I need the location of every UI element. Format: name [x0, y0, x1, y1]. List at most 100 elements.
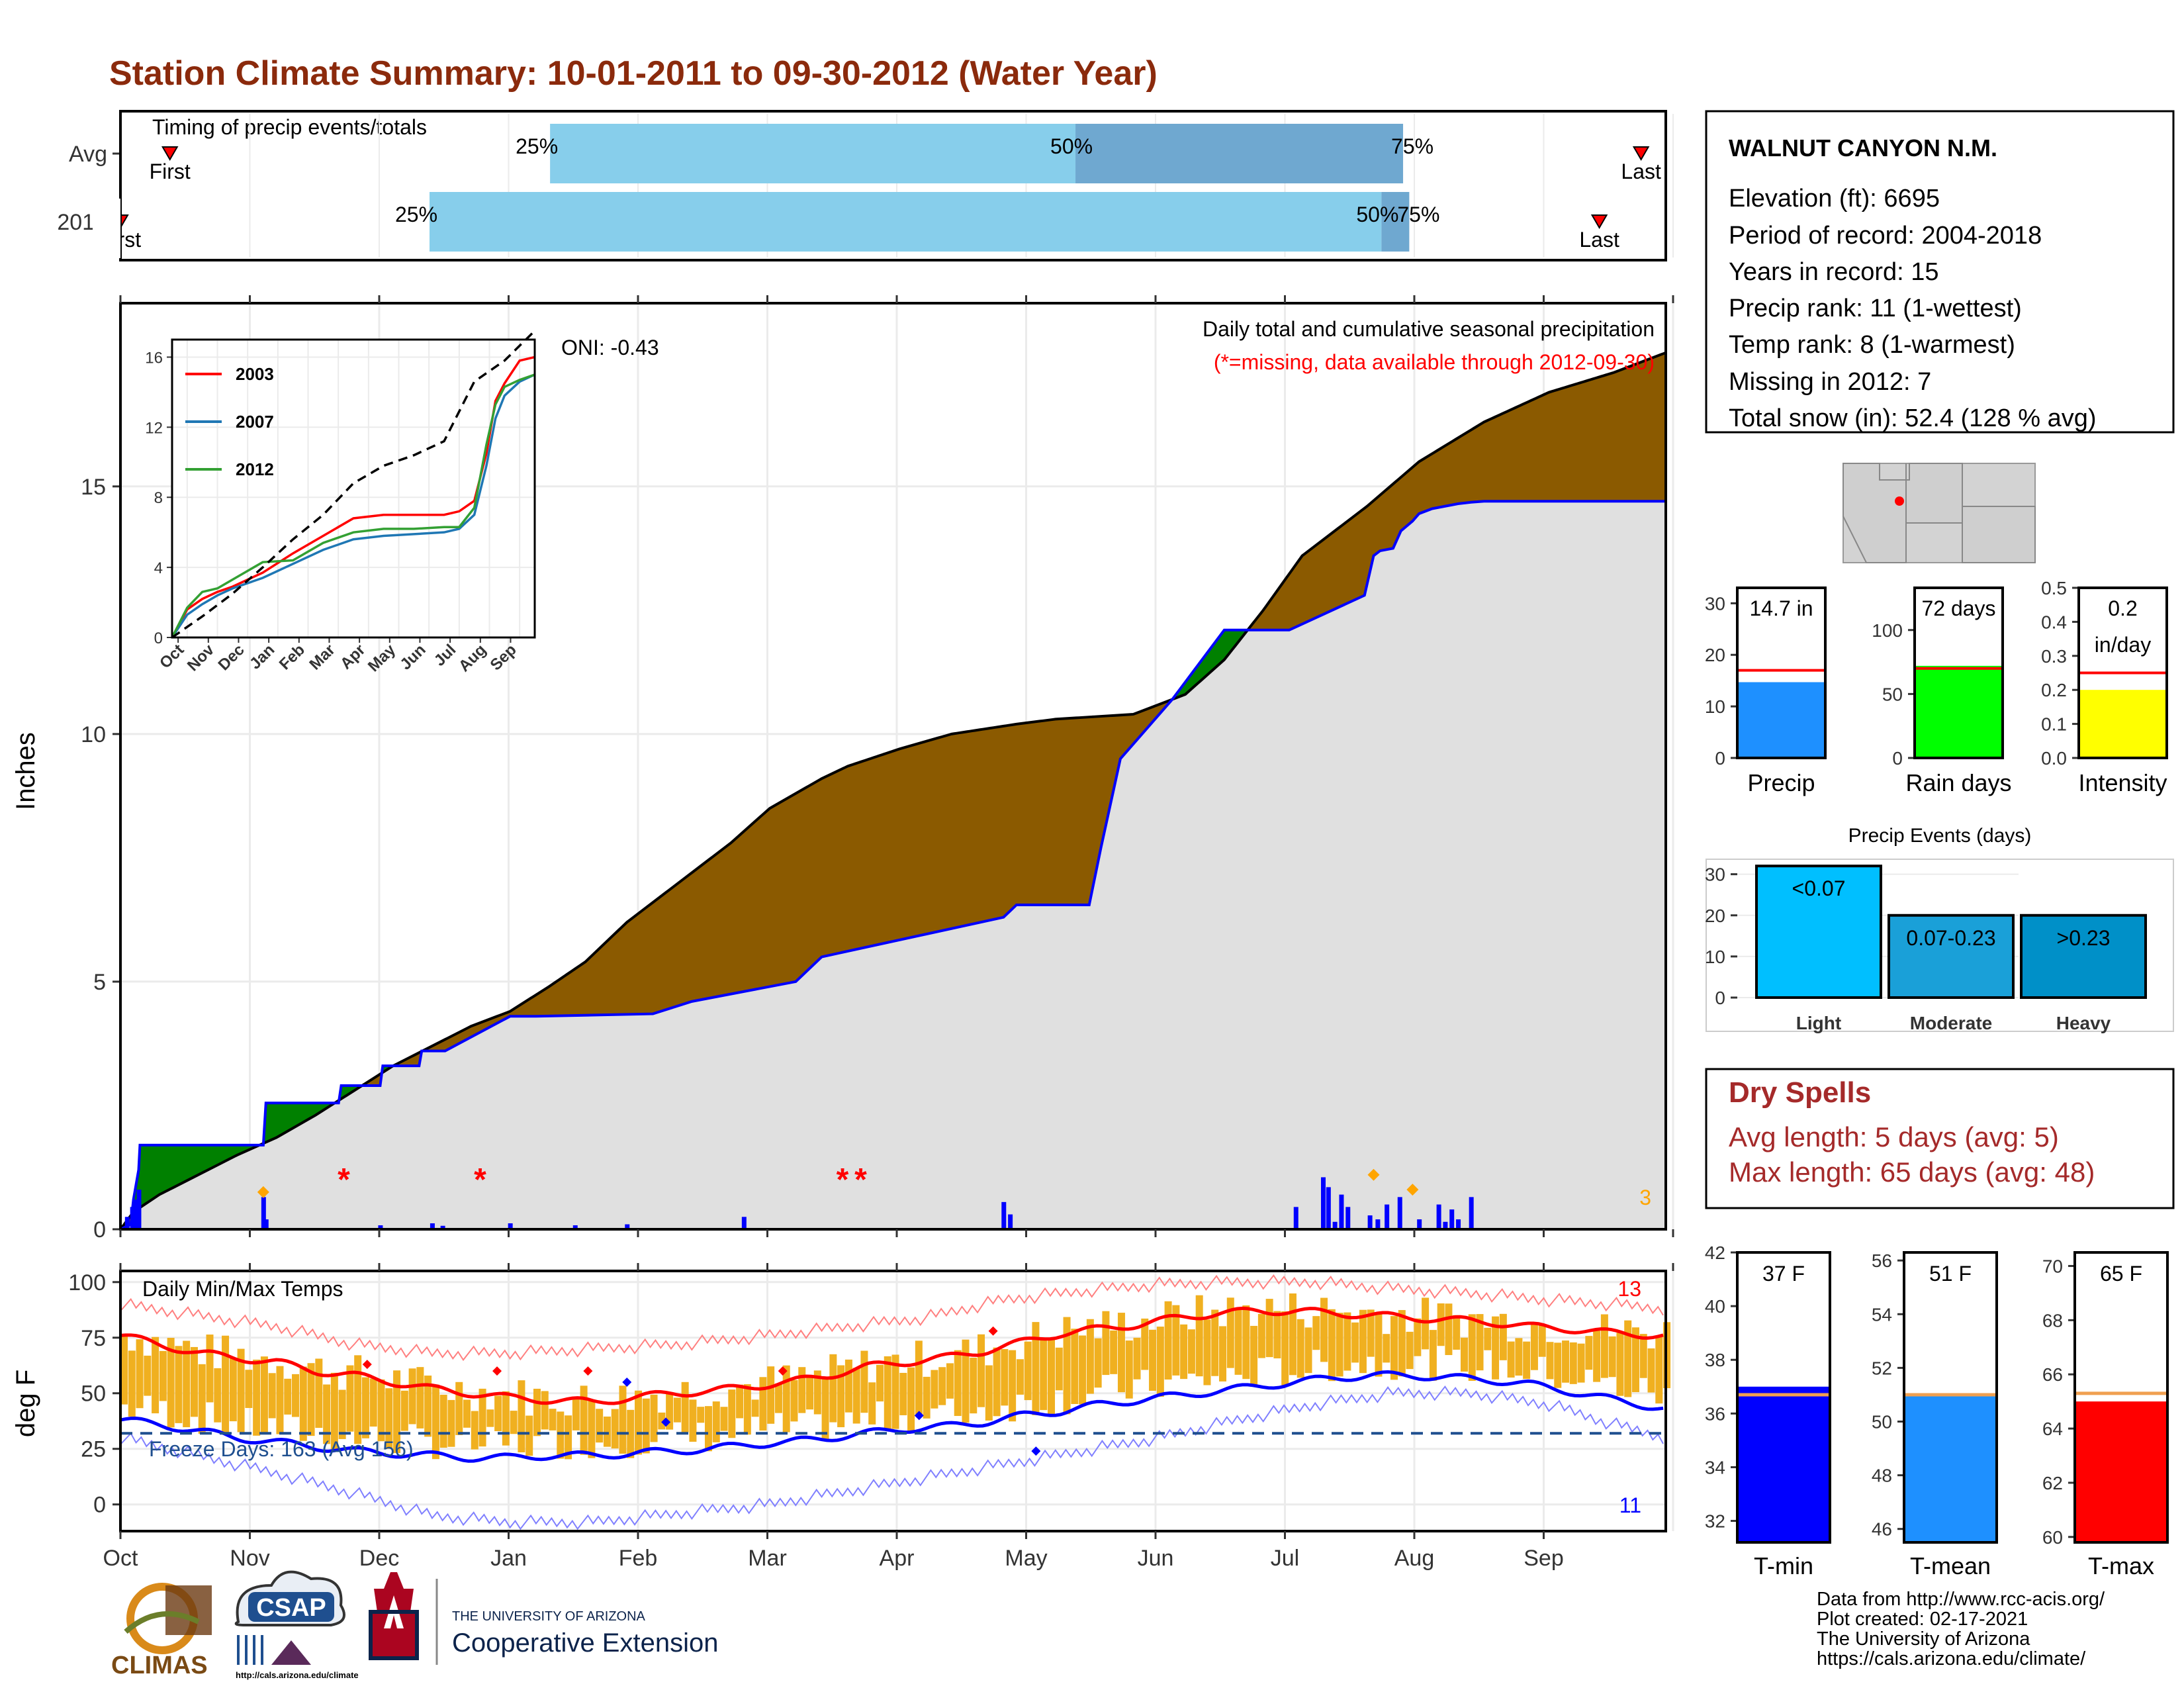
timing-label-25: 25%	[516, 134, 558, 158]
temp-daily-range-bar	[1398, 1310, 1406, 1377]
timing-last-marker	[1632, 146, 1650, 161]
summary-mini-bars: 0 10 20 30 14.7 in Precip 0 50 100 72 days Rain da…	[1705, 578, 2168, 796]
temp-daily-range-bar	[876, 1364, 884, 1402]
mini-bar-frame	[2077, 586, 2168, 759]
temp-daily-range-bar	[813, 1370, 821, 1415]
temperature-summary-bars: 32 34 36 38 40 42 37 F T-min 46 48 50 52 54 56 51 F T-m…	[1705, 1243, 2169, 1579]
temp-daily-range-bar	[1600, 1314, 1608, 1378]
temp-daily-range-bar	[369, 1378, 377, 1427]
precip-daily-bar	[1001, 1201, 1007, 1229]
temp-daily-range-bar	[650, 1394, 658, 1442]
temp-top-count: 13	[1617, 1277, 1641, 1301]
precip-y-tick-label: 15	[81, 475, 106, 500]
temp-daily-range-bar	[931, 1370, 938, 1409]
precip-daily-bar	[1417, 1219, 1422, 1229]
temp-bar-y-tick-label: 42	[1705, 1243, 1725, 1263]
temp-heading: Daily Min/Max Temps	[142, 1277, 343, 1301]
temp-daily-range-bar	[837, 1365, 845, 1428]
precip-y-tick-label: 5	[93, 970, 106, 995]
temp-daily-range-bar	[541, 1391, 549, 1430]
events-y-tick-label: 0	[1715, 988, 1725, 1008]
precip-event-value-label: >0.23	[2057, 926, 2111, 950]
inset-legend-label: 2003	[236, 364, 274, 384]
temp-daily-range-bar	[1040, 1340, 1048, 1411]
temp-daily-range-bar	[1414, 1318, 1422, 1356]
figure-title: Station Climate Summary: 10-01-2011 to 0…	[109, 54, 1158, 93]
temp-daily-range-bar	[985, 1365, 993, 1421]
temp-daily-range-bar	[1577, 1343, 1585, 1383]
temp-x-tick-label: Oct	[103, 1546, 138, 1571]
inset-frame	[171, 338, 536, 639]
temp-average-max-line	[120, 1306, 1664, 1405]
temp-daily-range-bar	[619, 1385, 627, 1454]
temp-daily-range-bar	[292, 1374, 300, 1417]
temp-daily-range-bar	[1569, 1342, 1577, 1384]
precip-below-average-area	[120, 352, 1666, 1230]
temp-daily-range-bar	[1453, 1315, 1461, 1350]
csap-badge	[248, 1592, 334, 1622]
temp-daily-range-bar	[494, 1395, 502, 1431]
mini-bar-value-label: 14.7 in	[1749, 596, 1813, 620]
precip-y-tick-label: 10	[81, 722, 106, 747]
temp-daily-range-bar	[1063, 1317, 1071, 1415]
temp-daily-range-bar	[868, 1382, 876, 1425]
temp-daily-range-bar	[697, 1407, 705, 1423]
timing-last-label: Last	[1621, 160, 1661, 183]
temp-daily-range-bar	[486, 1409, 494, 1427]
temp-daily-range-bar	[136, 1339, 144, 1409]
temp-daily-range-bar	[1639, 1334, 1647, 1378]
temp-bar-y-tick-label: 70	[2042, 1256, 2063, 1276]
station-name: WALNUT CANYON N.M.	[1729, 134, 1997, 162]
temp-record-min-line	[120, 1385, 1664, 1530]
temp-bar-y-tick-label: 46	[1872, 1519, 1892, 1540]
temp-daily-range-bar	[1071, 1329, 1079, 1404]
temp-daily-range-bar	[954, 1350, 962, 1417]
precip-average-cumulative-line	[119, 351, 1666, 1231]
station-years: Years in record: 15	[1729, 258, 1939, 286]
temp-x-tick-label: Jan	[490, 1546, 527, 1571]
timing-bar-25-50	[430, 192, 1382, 252]
ua-logo: THE UNIVERSITY OF ARIZONA Cooperative Ex…	[369, 1572, 718, 1665]
precip-y-tick-label: 0	[93, 1217, 106, 1243]
map-borders	[1905, 463, 1963, 563]
precip-daily-bar	[1332, 1221, 1338, 1229]
precip-daily-bar	[430, 1223, 435, 1229]
precip-missing-marker: *	[837, 1162, 849, 1197]
temp-daily-range-bar	[1336, 1313, 1343, 1377]
temp-daily-range-bar	[315, 1358, 323, 1428]
temp-daily-range-bar	[1156, 1327, 1164, 1397]
temp-daily-range-bar	[557, 1411, 565, 1459]
temp-daily-range-bar	[891, 1354, 899, 1429]
mini-bar-category-label: Rain days	[1905, 769, 2011, 796]
temp-daily-range-bar	[533, 1388, 541, 1436]
temp-daily-range-bar	[447, 1399, 455, 1447]
precip-daily-bar	[1375, 1219, 1381, 1229]
temp-daily-range-bar	[299, 1366, 307, 1441]
temp-daily-range-bar	[167, 1337, 175, 1428]
temp-bar-value-label: 37 F	[1762, 1262, 1805, 1286]
temp-daily-range-bar	[518, 1380, 525, 1452]
precip-current-cumulative-line	[120, 500, 1666, 1231]
temp-daily-range-bar	[323, 1384, 331, 1444]
precip-daily-bar	[572, 1225, 578, 1229]
timing-label-75: 75%	[1391, 134, 1433, 158]
temp-bar-y-tick-label: 40	[1705, 1296, 1725, 1317]
temp-daily-range-bar	[743, 1384, 751, 1435]
precip-heavy-event-marker	[1406, 1184, 1419, 1196]
mini-bar-y-tick-label: 10	[1705, 696, 1725, 717]
temp-x-tick-label: Apr	[880, 1546, 915, 1571]
temp-daily-range-bar	[1094, 1338, 1102, 1388]
temp-daily-range-bar	[1343, 1312, 1351, 1371]
temp-bar-frame	[1736, 1251, 1831, 1544]
temp-daily-range-bar	[439, 1395, 447, 1448]
temp-daily-range-bar	[946, 1363, 954, 1399]
events-y-tick-label: 10	[1705, 947, 1725, 967]
temp-daily-range-bar	[1203, 1319, 1211, 1385]
precip-daily-bar	[1320, 1177, 1326, 1229]
temp-bar-y-tick-label: 50	[1872, 1412, 1892, 1432]
temp-daily-range-bar	[222, 1335, 230, 1433]
climas-emblem-swoosh	[124, 1611, 200, 1634]
temp-daily-range-bar	[229, 1358, 237, 1422]
temp-average-min-line	[120, 1370, 1664, 1463]
